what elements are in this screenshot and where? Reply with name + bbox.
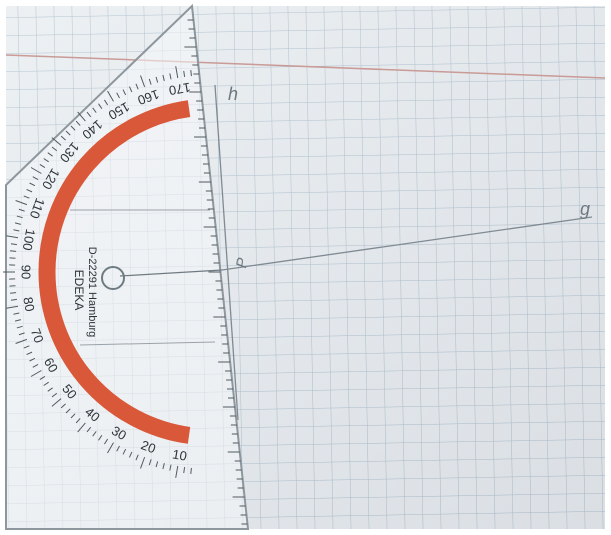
address: D-22291 Hamburg [86,247,98,338]
scale-label: 80 [20,296,37,313]
handwriting: h [228,84,238,104]
page: g h P 1020304050607080901001101201301401… [0,0,611,535]
scale-label: 90 [19,265,34,279]
brand: EDEKA [72,270,86,311]
arc-tick [191,468,192,474]
handwriting: g [580,199,590,219]
arc-tick [191,70,192,76]
photo: g h P 1020304050607080901001101201301401… [0,0,611,535]
arc-tick [10,251,16,252]
arc-tick [10,293,16,294]
scale-label: 10 [171,446,188,463]
